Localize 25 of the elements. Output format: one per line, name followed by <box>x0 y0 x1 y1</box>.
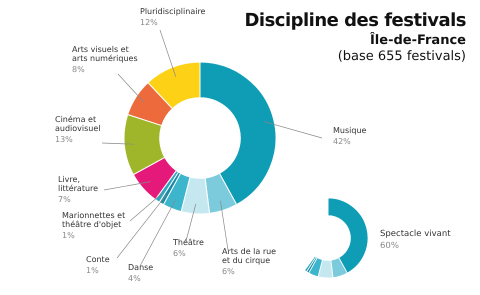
slice-label: Cinéma et audiovisuel <box>55 115 101 133</box>
chart-title: Discipline des festivals <box>244 10 466 31</box>
data-label: 6% <box>222 267 236 276</box>
slice-label: Livre, littérature <box>58 175 98 193</box>
data-label: 1% <box>86 266 100 275</box>
data-label: 12% <box>140 18 158 27</box>
slice-label: Pluridisciplinaire <box>140 7 206 16</box>
data-label: 13% <box>55 135 74 144</box>
slice-label: Danse <box>128 263 154 272</box>
text: (base 655 festivals) <box>336 49 466 64</box>
text: 60% <box>380 240 400 252</box>
data-label: 7% <box>58 195 72 204</box>
data-label: 1% <box>62 231 76 240</box>
slice-label: Musique <box>333 126 367 135</box>
text: Île-de-France <box>368 33 466 48</box>
slice-label: Conte <box>86 255 110 264</box>
data-label: 8% <box>72 65 86 74</box>
slice-label: Arts visuels et arts numériques <box>72 45 138 63</box>
text: Spectacle vivant <box>380 228 451 240</box>
data-label: 42% <box>333 137 352 146</box>
slice-label: Arts de la rue et du cirque <box>222 247 276 265</box>
data-label: 6% <box>173 249 186 258</box>
data-label: 4% <box>128 274 142 283</box>
slice-label: Marionnettes et théâtre d'objet <box>62 211 126 229</box>
slice-label: Théâtre <box>172 238 204 247</box>
